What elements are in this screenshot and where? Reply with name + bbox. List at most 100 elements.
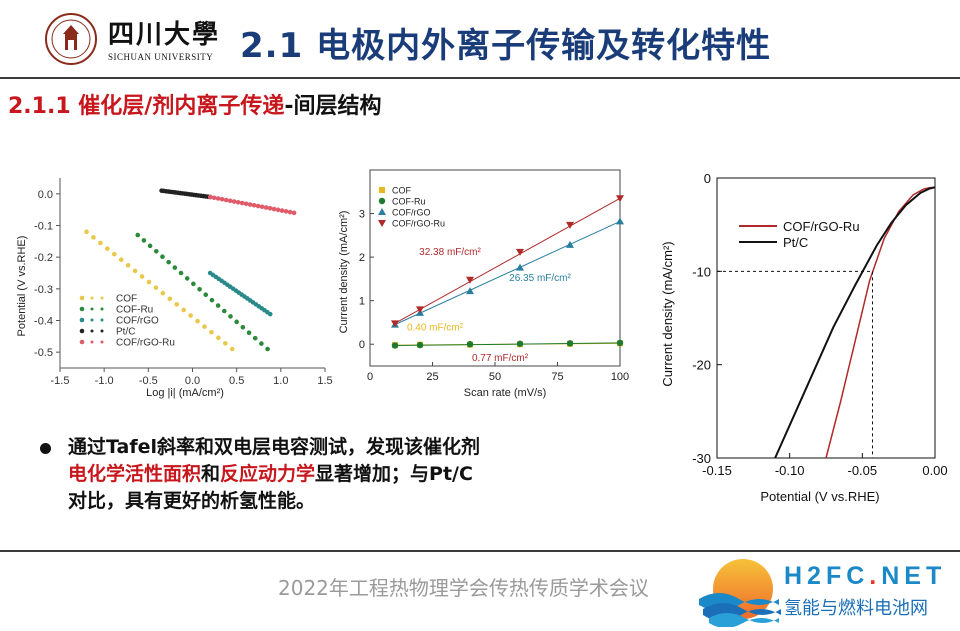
tafel-point: [275, 207, 281, 213]
bullet-dot-icon: [40, 443, 51, 454]
capacitance-fit-line: [394, 342, 621, 347]
brand-name-main: H2FC: [784, 562, 870, 590]
footer-conference-text: 2022年工程热物理学会传热传质学术会议: [278, 576, 649, 600]
capacitance-point: [566, 340, 574, 347]
tafel-point: [181, 307, 186, 313]
brand-name-net: NET: [881, 562, 947, 590]
capacitance-fit-line: [394, 220, 621, 326]
capacitance-point: [391, 342, 399, 349]
tafel-point: [279, 208, 285, 213]
tafel-point: [141, 238, 147, 243]
tafel-legend-marker: [100, 329, 104, 333]
tafel-point: [167, 296, 173, 302]
tafel-legend-marker: [100, 296, 104, 300]
tafel-chart: -1.5 -1.0 -0.5 0.0 0.5 1.0 1.5 0.0 -0.1 -0.2 -0.3 -…: [16, 178, 333, 399]
polarization-chart: -0.15 -0.10 -0.05 0.000-10-20-30COF/rGO-RuP…: [660, 171, 948, 504]
polarization-y-tick-label: 0: [704, 171, 711, 186]
tafel-point: [259, 341, 264, 346]
tafel-point: [203, 292, 209, 298]
tafel-point: [267, 206, 273, 211]
tafel-x-tick-label: 0.5: [229, 375, 244, 387]
capacitance-legend-marker: [378, 208, 386, 215]
capacitance-point: [416, 341, 424, 349]
tafel-point: [211, 195, 217, 201]
tafel-legend-marker: [90, 307, 94, 311]
polarization-ylabel: Current density (mA/cm²): [660, 241, 675, 386]
polarization-x-tick-label: -0.05: [848, 463, 878, 478]
polarization-x-tick-label: -0.15: [702, 463, 732, 478]
polarization-y-tick-label: -20: [692, 358, 711, 373]
capacitance-ylabel: Current density (mA/cm²): [338, 211, 350, 334]
tafel-point: [98, 240, 103, 246]
capacitance-x-tick-label: 50: [489, 371, 501, 383]
polarization-y-tick-label: -30: [692, 451, 711, 466]
capacitance-point: [516, 263, 524, 271]
brand-name: H2FC.NET: [784, 562, 946, 591]
bullet-red-term-2: 反应动力学: [220, 463, 316, 485]
capacitance-legend-label: COF/rGO-Ru: [392, 219, 445, 229]
tafel-legend-marker: [90, 296, 94, 300]
tafel-point: [243, 201, 249, 207]
tafel-point: [239, 200, 245, 206]
capacitance-y-tick-label: 1: [359, 296, 365, 308]
tafel-xlabel: Log |i| (mA/cm²): [146, 387, 224, 399]
capacitance-y-tick-label: 0: [359, 339, 365, 351]
tafel-point: [202, 324, 207, 329]
tafel-point: [235, 199, 241, 205]
capacitance-point: [416, 306, 424, 314]
tafel-point: [135, 232, 141, 238]
tafel-point: [219, 196, 225, 202]
tafel-point: [227, 198, 233, 204]
tafel-point: [172, 265, 178, 270]
capacitance-x-tick-label: 0: [367, 371, 373, 383]
tafel-point: [125, 263, 131, 268]
university-logo: [44, 12, 98, 66]
tafel-legend-label: Pt/C: [116, 327, 135, 338]
capacitance-annotation: 0.77 mF/cm²: [472, 353, 529, 364]
tafel-x-tick-label: -0.5: [139, 375, 158, 387]
tafel-point: [215, 196, 221, 201]
capacitance-point: [566, 221, 574, 229]
tafel-legend-marker: [90, 318, 94, 322]
capacitance-point: [616, 195, 624, 203]
tafel-point: [291, 210, 297, 216]
polarization-xlabel: Potential (V vs.RHE): [760, 489, 879, 504]
subheading-dark: -间层结构: [284, 94, 382, 119]
polarization-curve: [825, 186, 936, 459]
capacitance-legend-marker: [378, 197, 386, 205]
capacitance-annotation: 32.38 mF/cm²: [419, 247, 481, 258]
capacitance-point: [466, 341, 474, 348]
tafel-y-tick-label: -0.5: [34, 347, 53, 359]
tafel-point: [197, 286, 202, 292]
brand-subtitle: 氢能与燃料电池网: [784, 598, 928, 619]
capacitance-x-tick-label: 25: [426, 371, 438, 383]
tafel-x-tick-label: -1.5: [51, 375, 70, 387]
polarization-x-tick-label: -0.10: [775, 463, 805, 478]
tafel-point: [160, 254, 165, 260]
tafel-point: [283, 209, 289, 214]
capacitance-fit-line: [394, 197, 621, 324]
tafel-legend-marker: [79, 306, 85, 312]
tafel-point: [191, 281, 196, 287]
polarization-curve: [774, 186, 936, 459]
capacitance-point: [616, 217, 624, 225]
bullet-line-1: 通过Tafel斜率和双电层电容测试，发现该催化剂: [68, 436, 480, 458]
tafel-x-tick-label: 0.0: [185, 375, 200, 387]
capacitance-y-tick-label: 3: [359, 209, 365, 221]
capacitance-y-tick-label: 2: [359, 252, 365, 264]
subheading-red: 2.1.1 催化层/剂内离子传递: [8, 94, 285, 119]
capacitance-legend-label: COF/rGO: [392, 208, 431, 218]
polarization-x-tick-label: 0.00: [922, 463, 947, 478]
tafel-point: [229, 346, 235, 352]
tafel-legend-marker: [100, 318, 104, 322]
tafel-point: [222, 308, 227, 314]
capacitance-legend-marker: [379, 187, 385, 193]
tafel-legend-marker: [79, 295, 85, 301]
tafel-point: [111, 251, 117, 257]
tafel-point: [251, 202, 257, 208]
polarization-legend-label: Pt/C: [783, 235, 808, 250]
tafel-x-tick-label: -1.0: [95, 375, 114, 387]
capacitance-xlabel: Scan rate (mV/s): [464, 387, 547, 399]
capacitance-legend-label: COF: [392, 186, 412, 196]
capacitance-point: [466, 276, 474, 284]
